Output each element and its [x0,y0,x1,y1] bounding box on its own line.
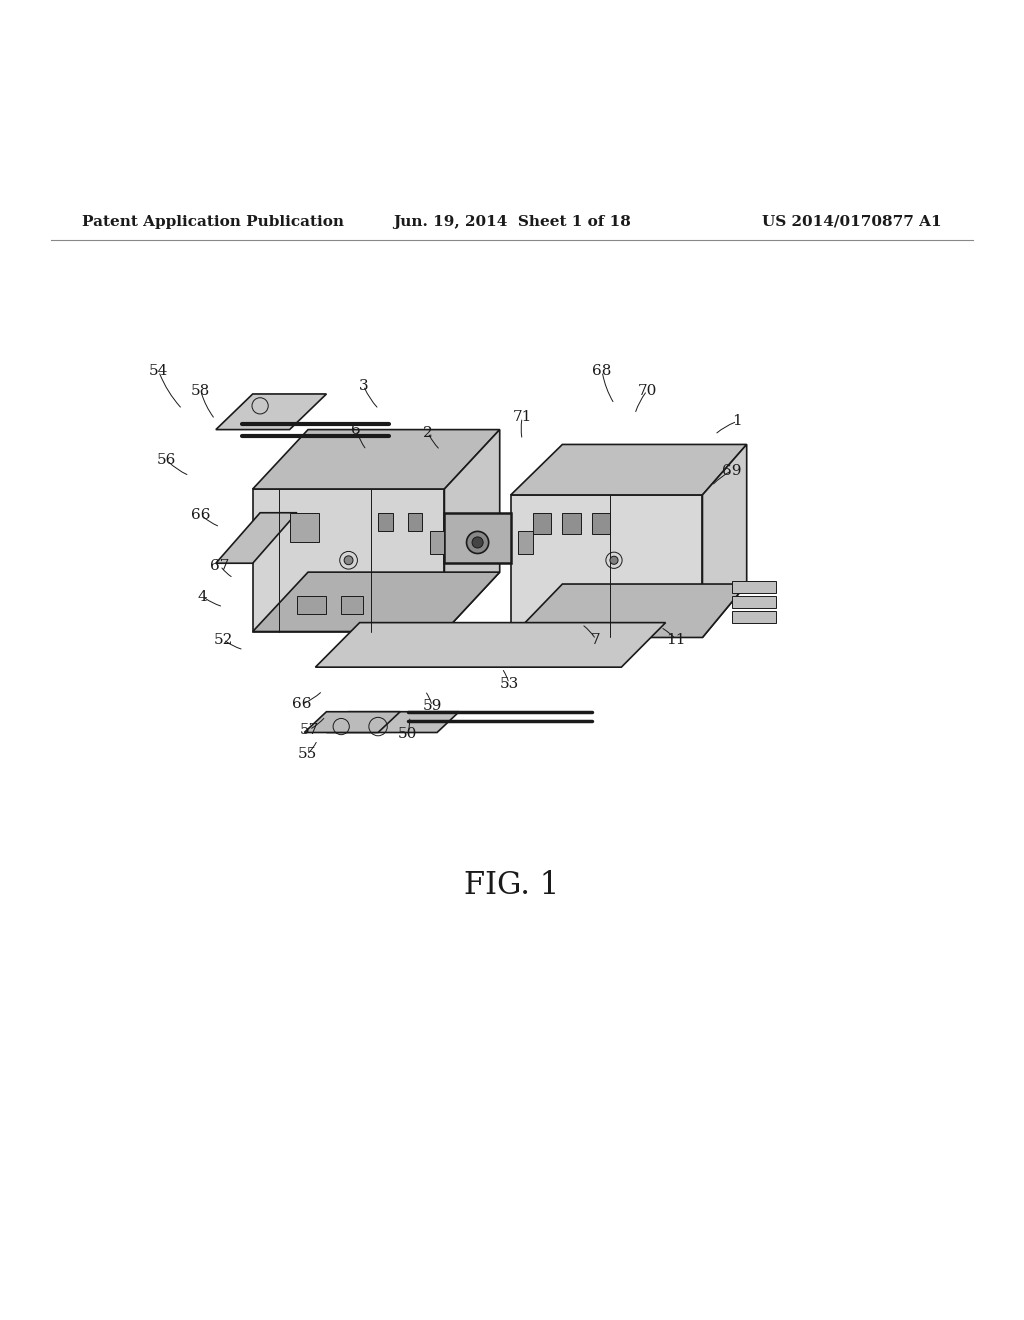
Bar [378,512,393,531]
Bar [341,595,364,614]
Circle shape [472,537,483,548]
Text: 54: 54 [150,364,168,379]
Text: 11: 11 [666,632,686,647]
Circle shape [467,532,488,553]
Polygon shape [304,711,400,733]
Text: 58: 58 [191,384,210,397]
Text: 67: 67 [211,558,229,573]
Bar [297,595,327,614]
Text: Jun. 19, 2014  Sheet 1 of 18: Jun. 19, 2014 Sheet 1 of 18 [393,215,631,228]
Text: 66: 66 [190,508,211,521]
Text: 56: 56 [158,453,176,467]
Text: 4: 4 [198,590,208,603]
Text: 53: 53 [500,677,518,690]
Polygon shape [253,572,500,631]
Bar [732,611,776,623]
Text: Patent Application Publication: Patent Application Publication [82,215,344,228]
Text: US 2014/0170877 A1: US 2014/0170877 A1 [763,215,942,228]
Circle shape [344,556,353,565]
Text: 71: 71 [513,411,531,424]
Text: 69: 69 [722,463,742,478]
Bar [592,512,610,533]
Bar [290,512,319,543]
Bar [532,512,551,533]
Circle shape [610,556,618,565]
Polygon shape [444,512,511,564]
Text: 1: 1 [732,414,742,429]
Bar [732,595,776,607]
Polygon shape [327,711,459,733]
Text: 52: 52 [214,632,232,647]
Polygon shape [253,429,500,488]
Text: 55: 55 [298,747,316,762]
Text: 66: 66 [292,697,312,711]
Text: 59: 59 [423,700,441,713]
Text: 70: 70 [638,384,656,397]
Bar [408,512,422,531]
Bar [732,581,776,593]
Bar [430,531,444,554]
Polygon shape [216,512,297,564]
Polygon shape [253,488,444,631]
Polygon shape [315,623,666,667]
Bar [518,531,532,554]
Text: 6: 6 [351,422,361,437]
Text: 57: 57 [300,722,318,737]
Polygon shape [511,495,702,638]
Bar [562,512,581,533]
Polygon shape [511,445,746,495]
Polygon shape [702,445,746,638]
Text: 50: 50 [398,727,417,741]
Polygon shape [216,393,327,429]
Text: 2: 2 [423,425,433,440]
Text: 68: 68 [593,364,611,379]
Text: 3: 3 [358,379,369,392]
Polygon shape [511,583,746,638]
Text: 7: 7 [591,632,601,647]
Text: FIG. 1: FIG. 1 [464,870,560,900]
Polygon shape [444,429,500,631]
